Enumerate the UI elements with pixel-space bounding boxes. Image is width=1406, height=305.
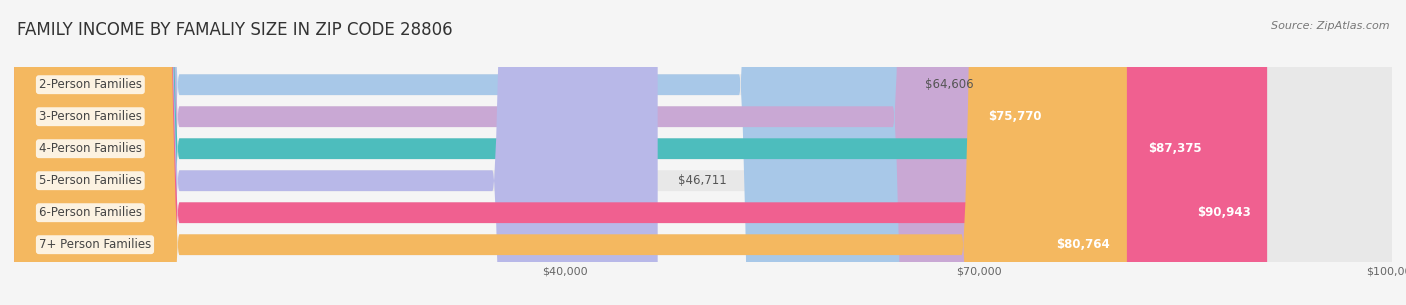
FancyBboxPatch shape [14, 0, 1059, 305]
FancyBboxPatch shape [14, 0, 1392, 305]
Text: $75,770: $75,770 [988, 110, 1042, 123]
Text: $80,764: $80,764 [1056, 238, 1111, 251]
Text: 3-Person Families: 3-Person Families [39, 110, 142, 123]
FancyBboxPatch shape [14, 0, 1392, 305]
Text: Source: ZipAtlas.com: Source: ZipAtlas.com [1271, 21, 1389, 31]
FancyBboxPatch shape [14, 0, 904, 305]
Text: 7+ Person Families: 7+ Person Families [39, 238, 150, 251]
FancyBboxPatch shape [14, 0, 1392, 305]
Text: $87,375: $87,375 [1147, 142, 1202, 155]
Text: 2-Person Families: 2-Person Families [39, 78, 142, 91]
FancyBboxPatch shape [14, 0, 1267, 305]
Text: 5-Person Families: 5-Person Families [39, 174, 142, 187]
Text: 6-Person Families: 6-Person Families [39, 206, 142, 219]
FancyBboxPatch shape [14, 0, 1126, 305]
Text: $46,711: $46,711 [678, 174, 727, 187]
FancyBboxPatch shape [14, 0, 658, 305]
FancyBboxPatch shape [14, 0, 1392, 305]
FancyBboxPatch shape [14, 0, 1392, 305]
Text: 4-Person Families: 4-Person Families [39, 142, 142, 155]
FancyBboxPatch shape [14, 0, 1392, 305]
FancyBboxPatch shape [14, 0, 1218, 305]
Text: $64,606: $64,606 [925, 78, 973, 91]
Text: FAMILY INCOME BY FAMALIY SIZE IN ZIP CODE 28806: FAMILY INCOME BY FAMALIY SIZE IN ZIP COD… [17, 21, 453, 39]
Text: $90,943: $90,943 [1197, 206, 1250, 219]
